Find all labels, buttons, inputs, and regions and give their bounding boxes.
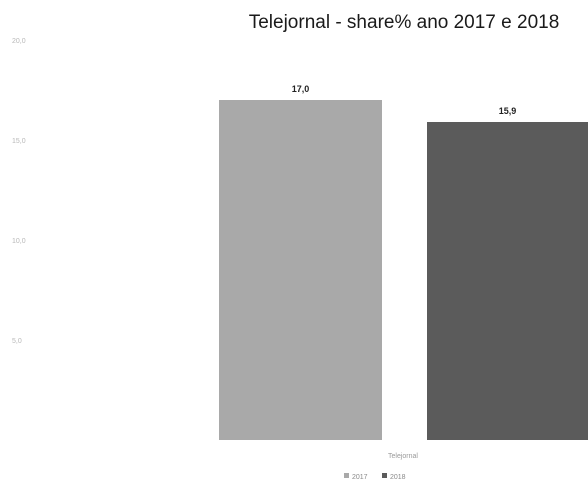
bar-2018 [427,122,588,440]
bars-group [219,100,588,440]
legend-label-2018: 2018 [390,474,406,481]
legend: 2017 2018 [344,473,406,481]
chart-title: Telejornal - share% ano 2017 e 2018 [249,12,560,33]
data-labels-group: 17,0 15,9 [292,84,517,116]
bar-2017 [219,100,382,440]
y-tick-label: 15,0 [12,138,26,145]
legend-label-2017: 2017 [352,474,368,481]
data-label-2018: 15,9 [499,106,517,116]
legend-swatch-2017 [344,473,349,478]
legend-swatch-2018 [382,473,387,478]
y-tick-label: 10,0 [12,238,26,245]
data-label-2017: 17,0 [292,84,310,94]
y-axis-ticks: 20,0 15,0 10,0 5,0 [12,38,26,345]
x-category-label: Telejornal [388,453,418,460]
y-tick-label: 20,0 [12,38,26,45]
y-tick-label: 5,0 [12,338,22,345]
